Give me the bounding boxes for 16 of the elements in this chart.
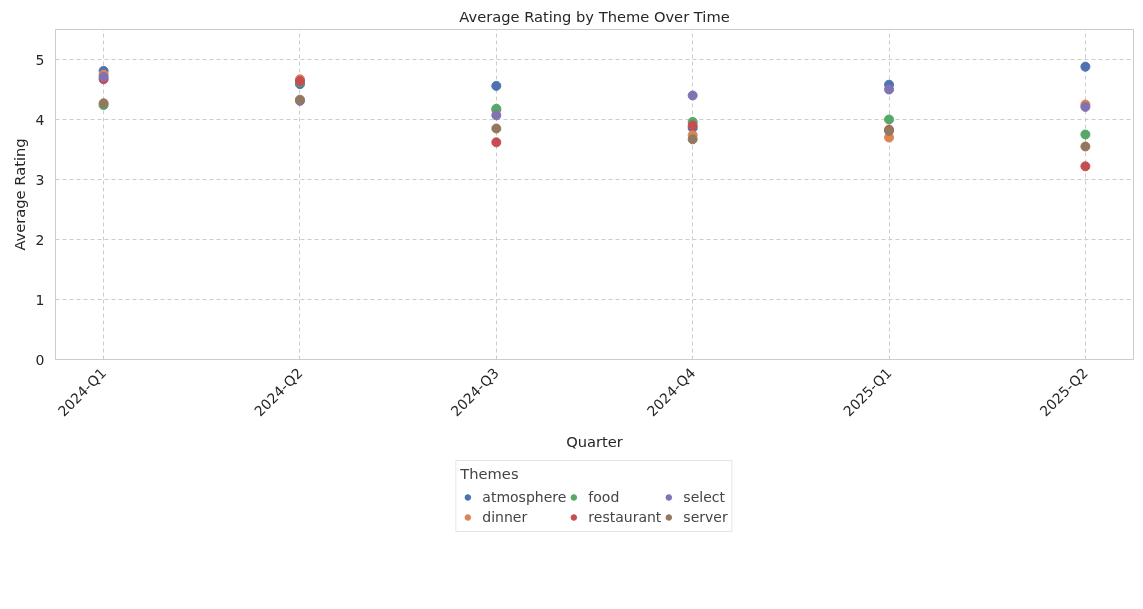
legend-label: restaurant bbox=[588, 509, 662, 525]
y-tick-label: 2 bbox=[35, 231, 45, 248]
legend-label: select bbox=[683, 489, 725, 505]
y-tick-label: 0 bbox=[35, 351, 45, 368]
legend-label: food bbox=[588, 489, 620, 505]
y-tick-label: 4 bbox=[35, 111, 45, 128]
legend-title: Themes bbox=[460, 465, 520, 482]
y-tick-label: 1 bbox=[35, 291, 45, 308]
legend-label: server bbox=[683, 509, 728, 525]
legend-label: dinner bbox=[482, 509, 528, 525]
y-axis-title: Average Rating bbox=[10, 138, 28, 251]
chart-title: Average Rating by Theme Over Time bbox=[459, 7, 730, 25]
y-tick-label: 3 bbox=[35, 171, 45, 188]
x-axis-title: Quarter bbox=[566, 433, 624, 451]
legend-label: atmosphere bbox=[482, 489, 567, 505]
y-tick-label: 5 bbox=[35, 51, 45, 68]
